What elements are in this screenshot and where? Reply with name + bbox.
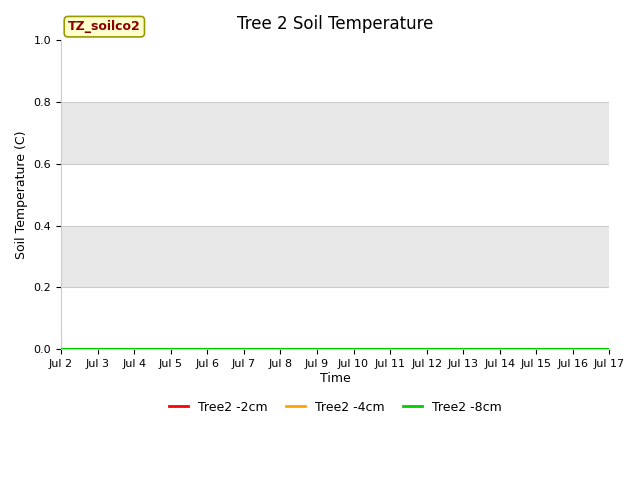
Legend: Tree2 -2cm, Tree2 -4cm, Tree2 -8cm: Tree2 -2cm, Tree2 -4cm, Tree2 -8cm: [164, 396, 507, 419]
Tree2 -4cm: [131, 347, 138, 352]
Tree2 -4cm: [569, 347, 577, 352]
Tree2 -4cm: [93, 347, 101, 352]
X-axis label: Time: Time: [320, 372, 351, 385]
Tree2 -2cm: [276, 347, 284, 352]
Tree2 -4cm: [349, 347, 357, 352]
Tree2 -8cm: [386, 347, 394, 352]
Tree2 -4cm: [240, 347, 248, 352]
Tree2 -8cm: [276, 347, 284, 352]
Tree2 -4cm: [460, 347, 467, 352]
Tree2 -8cm: [313, 347, 321, 352]
Tree2 -4cm: [276, 347, 284, 352]
Tree2 -2cm: [57, 347, 65, 352]
Tree2 -2cm: [386, 347, 394, 352]
Tree2 -8cm: [349, 347, 357, 352]
Tree2 -4cm: [605, 347, 613, 352]
Tree2 -4cm: [496, 347, 504, 352]
Tree2 -2cm: [131, 347, 138, 352]
Tree2 -8cm: [605, 347, 613, 352]
Tree2 -2cm: [349, 347, 357, 352]
Tree2 -2cm: [569, 347, 577, 352]
Tree2 -4cm: [532, 347, 540, 352]
Bar: [61, 226, 609, 288]
Tree2 -4cm: [167, 347, 175, 352]
Tree2 -4cm: [386, 347, 394, 352]
Tree2 -8cm: [204, 347, 211, 352]
Tree2 -2cm: [532, 347, 540, 352]
Text: TZ_soilco2: TZ_soilco2: [68, 20, 141, 33]
Tree2 -2cm: [496, 347, 504, 352]
Tree2 -8cm: [57, 347, 65, 352]
Tree2 -8cm: [532, 347, 540, 352]
Tree2 -2cm: [167, 347, 175, 352]
Tree2 -2cm: [240, 347, 248, 352]
Tree2 -8cm: [569, 347, 577, 352]
Tree2 -8cm: [131, 347, 138, 352]
Tree2 -2cm: [460, 347, 467, 352]
Tree2 -2cm: [423, 347, 431, 352]
Bar: [61, 164, 609, 226]
Tree2 -8cm: [460, 347, 467, 352]
Tree2 -4cm: [423, 347, 431, 352]
Bar: [61, 102, 609, 164]
Tree2 -4cm: [204, 347, 211, 352]
Tree2 -8cm: [496, 347, 504, 352]
Tree2 -2cm: [313, 347, 321, 352]
Bar: [61, 40, 609, 102]
Tree2 -2cm: [204, 347, 211, 352]
Tree2 -8cm: [93, 347, 101, 352]
Tree2 -8cm: [167, 347, 175, 352]
Tree2 -2cm: [93, 347, 101, 352]
Y-axis label: Soil Temperature (C): Soil Temperature (C): [15, 131, 28, 259]
Tree2 -4cm: [57, 347, 65, 352]
Tree2 -2cm: [605, 347, 613, 352]
Tree2 -8cm: [423, 347, 431, 352]
Bar: [61, 288, 609, 349]
Tree2 -4cm: [313, 347, 321, 352]
Title: Tree 2 Soil Temperature: Tree 2 Soil Temperature: [237, 15, 433, 33]
Tree2 -8cm: [240, 347, 248, 352]
